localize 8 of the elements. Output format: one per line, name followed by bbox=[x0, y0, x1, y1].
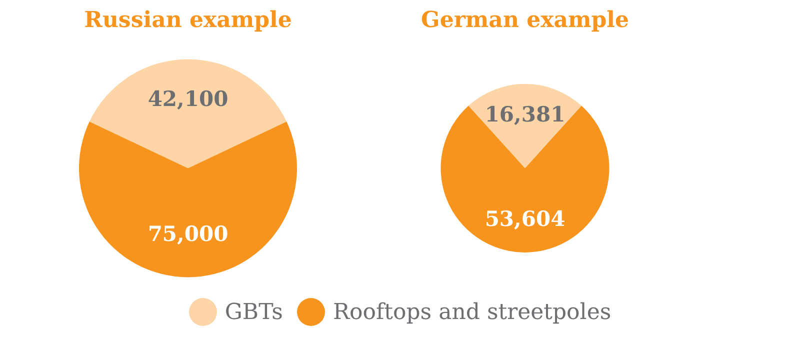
data-label: 53,604 bbox=[484, 206, 566, 231]
data-label: 42,100 bbox=[148, 86, 228, 112]
legend-label: GBTs bbox=[224, 300, 283, 324]
legend-label: Rooftops and streetpoles bbox=[332, 300, 612, 324]
data-label: 16,381 bbox=[484, 101, 566, 126]
chart-title: Russian example bbox=[84, 6, 292, 33]
data-label: 75,000 bbox=[148, 221, 228, 246]
chart-title: German example bbox=[421, 6, 629, 33]
